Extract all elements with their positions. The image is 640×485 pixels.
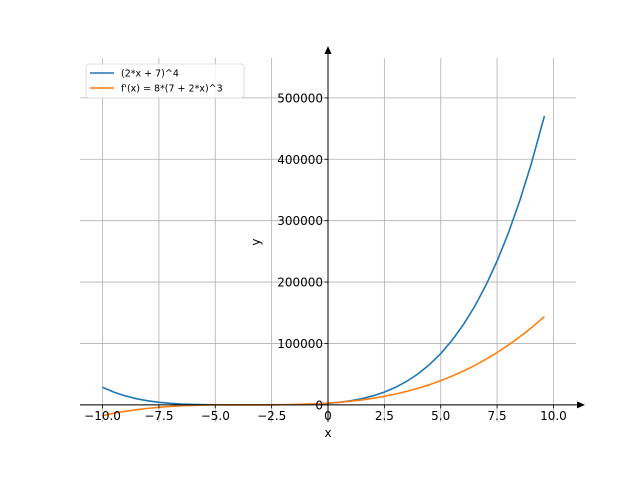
x-tick-label: 2.5 <box>375 409 394 423</box>
x-tick-label: −5.0 <box>201 409 230 423</box>
tick-labels: −10.0 −7.5 −5.0 −2.5 0 2.5 5.0 7.5 10.0 0 100000 20… <box>84 91 567 422</box>
y-axis-arrow <box>324 46 332 54</box>
x-axis-label: x <box>324 426 331 440</box>
series-layer <box>102 115 546 417</box>
y-tick-label: 300000 <box>277 214 323 228</box>
x-tick-label: 0 <box>324 409 332 423</box>
x-tick-label: 5.0 <box>431 409 450 423</box>
y-tick-label: 100000 <box>277 337 323 351</box>
legend: (2*x + 7)^4 f'(x) = 8*(7 + 2*x)^3 <box>85 63 245 99</box>
x-tick-label: 7.5 <box>488 409 507 423</box>
y-tick-label: 200000 <box>277 276 323 290</box>
series-line-2 <box>102 315 545 417</box>
y-tick-label: 400000 <box>277 153 323 167</box>
legend-label-2: f'(x) = 8*(7 + 2*x)^3 <box>121 84 223 95</box>
axes <box>80 46 585 422</box>
x-tick-label: −10.0 <box>84 409 121 423</box>
legend-box <box>85 63 245 99</box>
x-tick-label: −2.5 <box>257 409 286 423</box>
legend-label-1: (2*x + 7)^4 <box>121 69 179 80</box>
y-axis-label: y <box>249 238 263 245</box>
x-tick-label: 10.0 <box>540 409 567 423</box>
x-tick-label: −7.5 <box>144 409 173 423</box>
x-axis-arrow <box>577 401 585 409</box>
y-tick-label: 0 <box>315 398 323 412</box>
y-tick-label: 500000 <box>277 91 323 105</box>
